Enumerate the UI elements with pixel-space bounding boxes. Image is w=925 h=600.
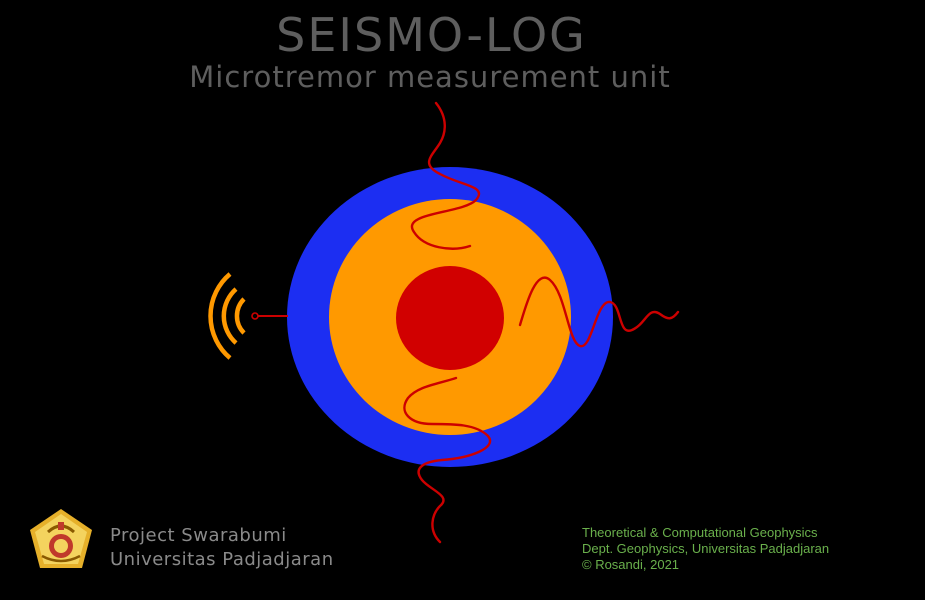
app-title: SEISMO-LOG (276, 8, 587, 62)
seismic-wave-right (518, 276, 680, 348)
antenna-node (251, 312, 259, 320)
credit-line-group: Theoretical & Computational Geophysics (582, 525, 818, 540)
credit-line-department: Dept. Geophysics, Universitas Padjadjara… (582, 541, 830, 556)
wireless-signal-icon (208, 272, 246, 360)
seismic-wave-top (410, 101, 481, 250)
universitas-padjadjaran-emblem-icon (30, 509, 92, 568)
core (396, 266, 504, 370)
app-subtitle: Microtremor measurement unit (189, 60, 671, 94)
credit-line-copyright: © Rosandi, 2021 (582, 557, 680, 572)
project-info: Project Swarabumi Universitas Padjadjara… (110, 524, 334, 572)
seismic-wave-bottom (403, 376, 492, 544)
credits: Theoretical & Computational Geophysics D… (582, 525, 829, 573)
project-name: Project Swarabumi (110, 525, 287, 546)
university-name: Universitas Padjadjaran (110, 549, 334, 570)
